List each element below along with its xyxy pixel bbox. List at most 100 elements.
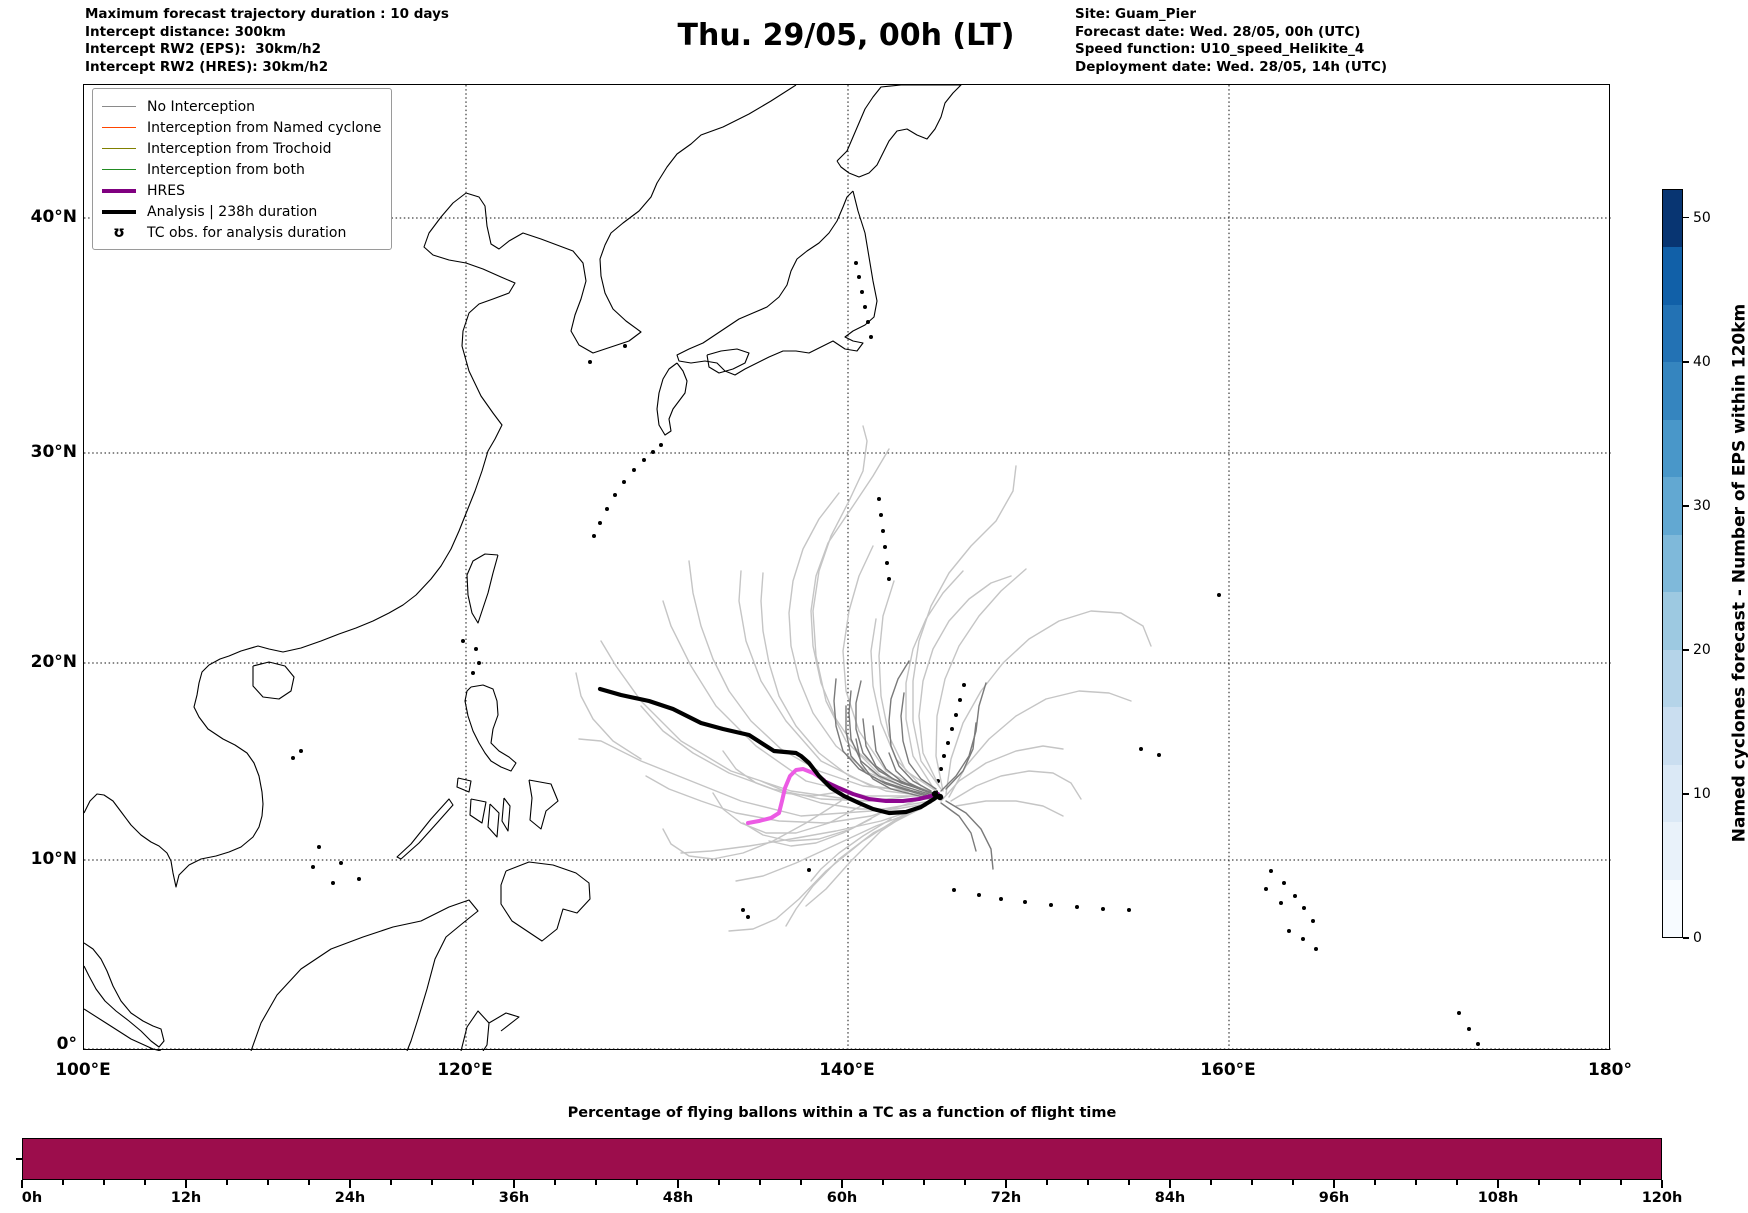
x-axis-minor-tick [62, 1180, 64, 1185]
island-dot [598, 521, 602, 525]
island-dot [474, 647, 478, 651]
island-dot [642, 458, 646, 462]
eps-trajectory-light [680, 805, 927, 854]
colorbar-block [1663, 707, 1682, 765]
eps-trajectory-light [645, 775, 917, 824]
lon-tick-label: 120°E [437, 1060, 493, 1080]
legend-item-label: Interception from Trochoid [147, 140, 332, 157]
lat-tick-label: 0° [56, 1034, 77, 1054]
eps-trajectory-dark [945, 800, 994, 870]
island-dot [291, 756, 295, 760]
colorbar-tick-label: 50 [1693, 209, 1711, 226]
island-dot [1157, 753, 1161, 757]
eps-trajectory-light [760, 572, 927, 797]
x-axis-tick-label: 48h [662, 1190, 694, 1206]
island-dot [1314, 947, 1318, 951]
eps-trajectory-light [842, 545, 930, 794]
x-axis-minor-tick [1292, 1180, 1294, 1185]
coastline [676, 190, 878, 376]
island-dot [1023, 900, 1027, 904]
island-dot [477, 661, 481, 665]
coastline [84, 942, 165, 1048]
hres-track-purple [822, 779, 940, 803]
x-axis-minor-tick [1210, 1180, 1212, 1185]
colorbar-tick-label: 10 [1693, 785, 1711, 802]
percentage-bar [23, 1139, 1661, 1179]
island-dot [746, 915, 750, 919]
island-dot [879, 513, 883, 517]
eps-trajectory-dark [855, 738, 932, 800]
island-dot [977, 893, 981, 897]
coastline [460, 1010, 490, 1051]
coastline [466, 553, 499, 624]
x-axis-tick-label: 120h [1641, 1190, 1683, 1206]
x-axis-tick-label: 72h [990, 1190, 1022, 1206]
tc-symbol-icon: ʊ [113, 223, 125, 241]
eps-trajectory-light [912, 465, 1017, 790]
x-axis-minor-tick [390, 1180, 392, 1185]
eps-trajectory-light [918, 575, 1012, 787]
x-axis-major-tick [1661, 1180, 1663, 1188]
x-axis-minor-tick [759, 1180, 761, 1185]
legend-item-label: HRES [147, 182, 185, 199]
lat-tick-label: 30°N [30, 442, 77, 462]
eps-trajectory-light [935, 568, 1027, 792]
lat-tick-label: 10°N [30, 849, 77, 869]
x-axis-tick-label: 12h [170, 1190, 202, 1206]
island-dot [1301, 937, 1305, 941]
coastline [500, 861, 591, 942]
x-axis-minor-tick [1128, 1180, 1130, 1185]
colorbar-tick [1683, 793, 1689, 795]
balloon-percentage-chart [22, 1138, 1662, 1180]
x-axis-minor-tick [1538, 1180, 1540, 1185]
island-dot [887, 577, 891, 581]
x-axis-major-tick [1497, 1180, 1499, 1188]
tc-obs-marker [931, 790, 939, 798]
coastline [396, 798, 454, 860]
x-axis-minor-tick [1579, 1180, 1581, 1185]
island-dot [632, 468, 636, 472]
coastline [656, 362, 688, 436]
island-dot [1302, 906, 1306, 910]
colorbar-tick-label: 40 [1693, 353, 1711, 370]
island-dot [1287, 929, 1291, 933]
colorbar-block [1663, 822, 1682, 880]
eps-trajectory-light [728, 812, 907, 932]
legend-item: Interception from both [102, 159, 381, 180]
island-dot [807, 868, 811, 872]
island-dot [999, 897, 1003, 901]
island-dot [331, 881, 335, 885]
header-left-info: Maximum forecast trajectory duration : 1… [85, 6, 449, 75]
colorbar-tick [1683, 505, 1689, 507]
island-dot [950, 727, 954, 731]
eps-trajectory-light [640, 705, 914, 802]
island-dot [357, 877, 361, 881]
lon-tick-label: 180° [1588, 1060, 1632, 1080]
eps-trajectory-light [805, 805, 920, 907]
x-axis-minor-tick [923, 1180, 925, 1185]
colorbar-block [1663, 304, 1682, 363]
eps-trajectory-dark [833, 678, 932, 797]
island-dot [311, 865, 315, 869]
legend-line-sample [102, 127, 136, 128]
coastline [84, 85, 797, 888]
lon-tick-label: 160°E [1200, 1060, 1256, 1080]
legend-line-sample [102, 188, 136, 193]
map-legend: No Interception Interception from Named c… [92, 88, 393, 250]
coastline [456, 777, 472, 793]
island-dot [605, 507, 609, 511]
x-axis-minor-tick [1046, 1180, 1048, 1185]
legend-line-sample [102, 148, 136, 149]
island-dot [623, 344, 627, 348]
legend-item: ʊ TC obs. for analysis duration [102, 222, 381, 243]
x-axis-tick-label: 108h [1477, 1190, 1519, 1206]
y-axis-tick [16, 1158, 22, 1160]
island-dot [1264, 887, 1268, 891]
island-dot [860, 290, 864, 294]
x-axis-minor-tick [554, 1180, 556, 1185]
legend-item-label: Interception from Named cyclone [147, 119, 382, 136]
island-dot [946, 741, 950, 745]
x-axis-tick-label: 60h [826, 1190, 858, 1206]
island-dot [339, 861, 343, 865]
eps-trajectory-light [905, 570, 964, 790]
